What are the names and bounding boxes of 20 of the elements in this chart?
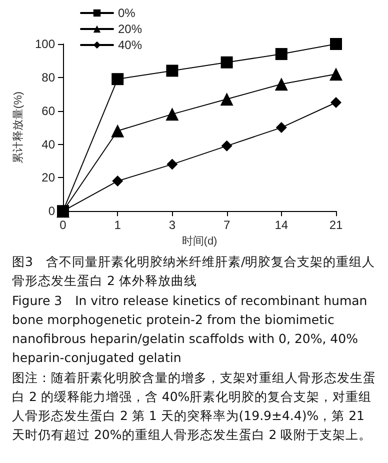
y-tick-label: 100 (34, 37, 56, 51)
caption: 图3 含不同量肝素化明胶纳米纤维肝素/明胶复合支架的重组人骨形态发生蛋白 2 体外释放曲线 (12, 253, 376, 290)
y-tick-label: 40 (42, 137, 56, 152)
legend-label: 20% (118, 22, 142, 36)
caption: Figure 3 In vitro release kinetics of recombinant human bone morphogenetic protein-2 from the biomimetic nanofibrous heparin/gelatin scaffolds with 0, 20%, 40% heparin-conjugated gelatin (12, 292, 368, 367)
x-tick-label: 21 (329, 218, 343, 232)
x-tick-label: 14 (274, 218, 288, 232)
y-tick-label: 0 (48, 204, 56, 218)
x-tick-label: 3 (168, 218, 176, 232)
y-tick-label: 80 (42, 70, 56, 84)
legend-label: 40% (118, 38, 142, 52)
y-axis-title: 累计释放量(%) (12, 91, 25, 164)
y-tick-label: 20 (42, 170, 56, 185)
legend-label: 0% (118, 6, 136, 20)
text: 图注：随着肝素化明胶含量的增多，支架对重组人骨形态发生蛋白 2 的缓释能力增强，含 40%肝素化明胶的复合支架，对重组人骨形态发生蛋白 2 第 1 天的突释率为(19.9±4.4)%，第 21 天时仍有超过 20%的重组人骨形态发生蛋白 2 吸附于支架上。 (12, 369, 377, 444)
x-tick-label: 1 (114, 218, 122, 232)
x-axis-title: 时间(d) (182, 234, 218, 248)
x-tick-label: 0 (60, 218, 67, 232)
x-tick-label: 7 (223, 218, 230, 232)
y-tick-label: 60 (42, 104, 56, 118)
